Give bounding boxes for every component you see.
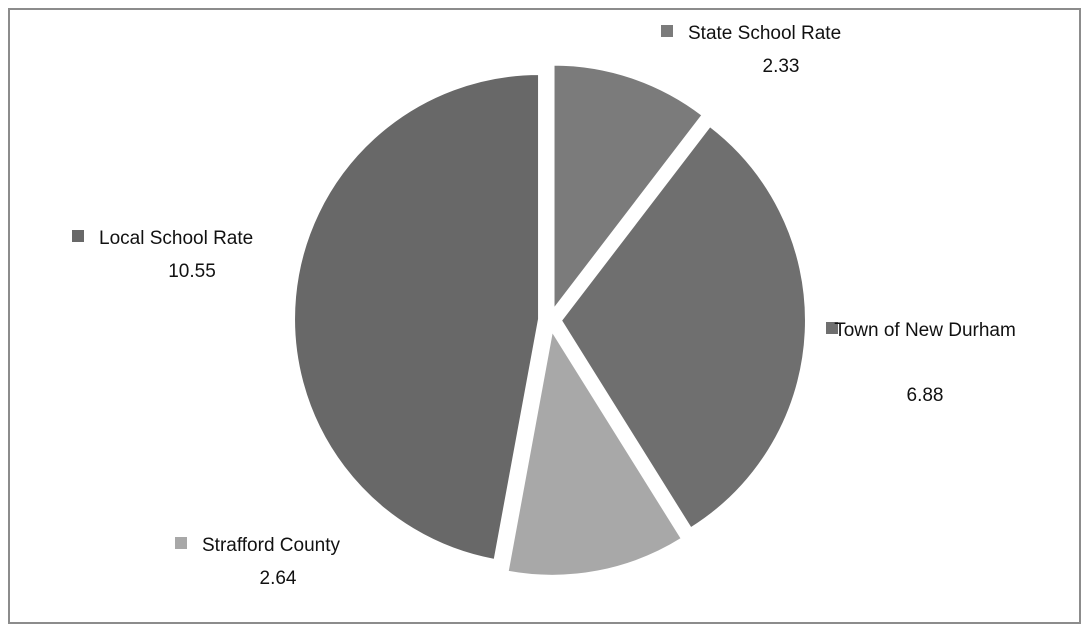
label-value-strafford-county: 2.64 <box>260 568 297 589</box>
data-label-local-school-rate: Local School Rate 10.55 <box>72 228 253 282</box>
pie-slice-state-school-rate <box>552 63 704 313</box>
label-value-local-school-rate: 10.55 <box>168 261 216 282</box>
pie-slices <box>293 63 807 577</box>
data-label-strafford-county: Strafford County 2.64 <box>175 535 341 589</box>
pie-slice-town-of-new-durham <box>559 124 807 530</box>
data-label-state-school-rate: State School Rate 2.33 <box>661 23 841 77</box>
label-name-state-school-rate: State School Rate <box>688 23 841 44</box>
label-value-town-of-new-durham: 6.88 <box>907 385 944 406</box>
legend-marker-state-school-rate <box>661 25 673 37</box>
legend-marker-town-of-new-durham <box>826 322 838 334</box>
legend-marker-strafford-county <box>175 537 187 549</box>
pie-slice-local-school-rate <box>293 72 541 562</box>
label-value-state-school-rate: 2.33 <box>763 56 800 77</box>
label-name-local-school-rate: Local School Rate <box>99 228 253 249</box>
legend-marker-local-school-rate <box>72 230 84 242</box>
label-name-strafford-county: Strafford County <box>202 535 341 556</box>
pie-slice-strafford-county <box>506 328 684 577</box>
label-name-town-of-new-durham: Town of New Durham <box>834 320 1016 341</box>
data-label-town-of-new-durham: Town of New Durham 6.88 <box>826 320 1016 406</box>
